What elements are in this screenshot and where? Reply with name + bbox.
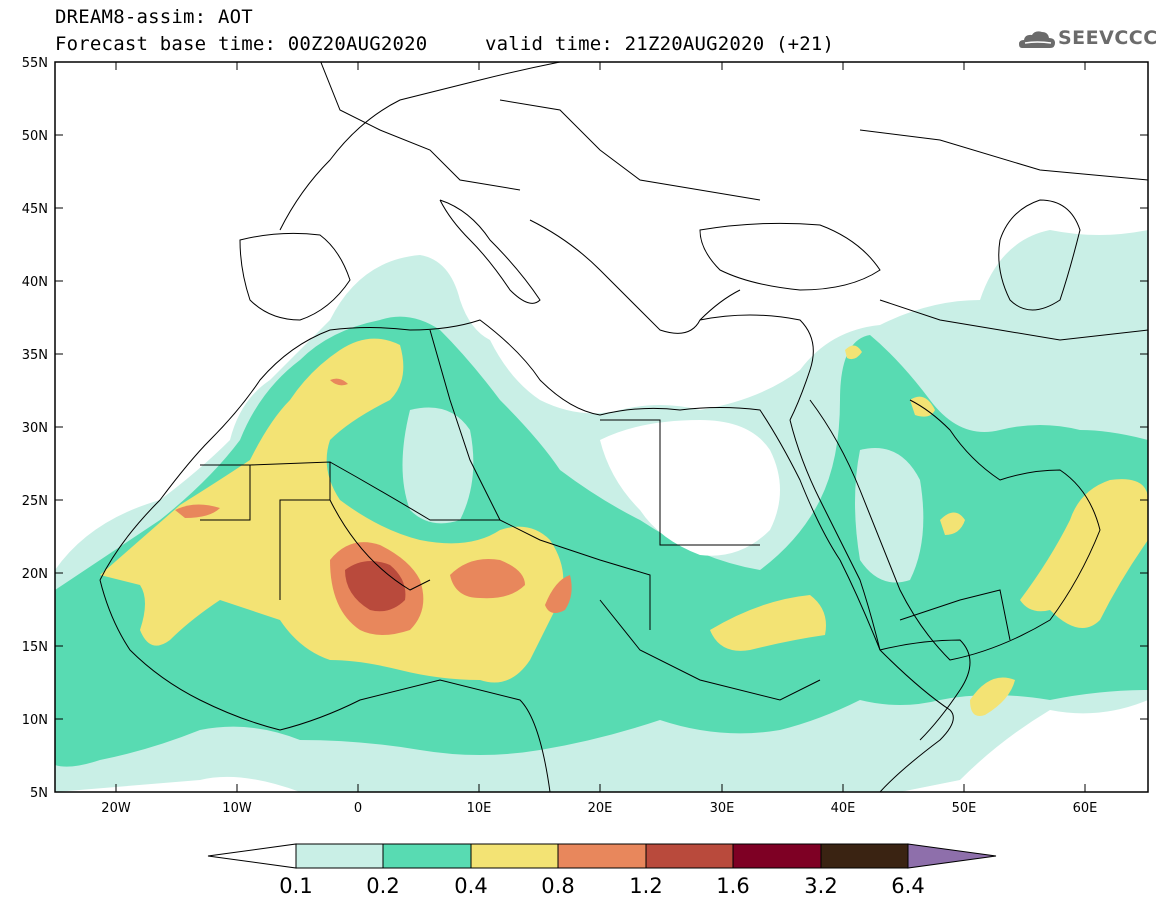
lon-tick-label: 40E — [831, 801, 856, 816]
coastline-europe — [279, 62, 561, 231]
lat-tick-label: 25N — [22, 494, 48, 509]
aot-band-moderate — [940, 512, 965, 535]
border — [329, 499, 431, 591]
border — [899, 589, 1011, 641]
coastline-black-sea — [699, 222, 881, 291]
border — [200, 464, 251, 521]
aot-band-high — [330, 378, 348, 386]
colorbar-swatch — [295, 843, 384, 869]
colorbar-label: 1.2 — [629, 874, 662, 898]
border — [600, 419, 760, 546]
lon-tick-label: 20E — [588, 801, 613, 816]
colorbar-label: 0.4 — [454, 874, 487, 898]
colorbar-arrow-high — [907, 843, 997, 869]
colorbar-swatch — [820, 843, 909, 869]
logo-text: SEEVCCC — [1058, 27, 1158, 49]
lon-tick-label: 10W — [222, 801, 252, 816]
aot-band-very-high — [345, 561, 406, 612]
colorbar-label: 6.4 — [891, 874, 924, 898]
aot-field — [55, 230, 1148, 792]
coastline-caspian — [998, 199, 1081, 311]
colorbar-swatch — [557, 843, 647, 869]
coastline-red-sea — [789, 419, 881, 651]
border — [879, 299, 1148, 341]
border — [599, 599, 821, 701]
colorbar-label: 0.1 — [279, 874, 312, 898]
coastline-turkey-levant — [699, 314, 814, 421]
base-time: Forecast base time: 00Z20AUG2020 — [55, 33, 428, 55]
lat-axis: 55N 50N 45N 40N 35N 30N 25N 20N 15N 10N … — [22, 56, 1148, 801]
lat-tick-label: 45N — [22, 202, 48, 217]
cloud-logo-icon — [1019, 31, 1055, 48]
lat-tick-label: 35N — [22, 348, 48, 363]
aot-band-moderate — [100, 338, 564, 683]
colorbar-label: 3.2 — [804, 874, 837, 898]
coastlines-borders — [99, 62, 1148, 792]
aot-band-high — [450, 559, 525, 599]
aot-band-moderate — [970, 677, 1015, 716]
lat-tick-label: 5N — [30, 786, 48, 801]
colorbar — [207, 843, 997, 869]
border — [499, 99, 761, 201]
colorbar-label: 0.2 — [366, 874, 399, 898]
colorbar-arrow-low — [207, 843, 297, 869]
aot-band-moderate — [710, 595, 826, 651]
lat-tick-label: 55N — [22, 56, 48, 71]
lat-tick-label: 50N — [22, 129, 48, 144]
lon-tick-label: 60E — [1073, 801, 1098, 816]
colorbar-swatch — [382, 843, 472, 869]
forecast-times: Forecast base time: 00Z20AUG2020 valid ti… — [55, 33, 834, 55]
aot-clear-area — [600, 420, 780, 556]
coastline-africa — [99, 319, 954, 792]
lat-tick-label: 40N — [22, 275, 48, 290]
aot-band-moderate — [1020, 479, 1148, 628]
border — [320, 62, 521, 191]
coastline-arabia — [809, 399, 1101, 661]
aot-clear-area — [402, 407, 474, 524]
coastline-iberia — [239, 232, 351, 321]
lat-tick-label: 10N — [22, 713, 48, 728]
map-title: DREAM8-assim: AOT — [55, 6, 253, 28]
lat-tick-label: 15N — [22, 640, 48, 655]
lon-axis: 20W 10W 0 10E 20E 30E 40E 50E 60E — [101, 62, 1097, 816]
border — [859, 129, 1148, 181]
colorbar-swatch — [470, 843, 559, 869]
valid-time: valid time: 21Z20AUG2020 (+21) — [485, 33, 835, 55]
colorbar-label: 0.8 — [541, 874, 574, 898]
border — [329, 461, 651, 630]
aot-clear-area — [855, 448, 924, 583]
aot-band-high — [175, 504, 220, 518]
lon-tick-label: 20W — [101, 801, 131, 816]
coastline-west-africa — [99, 579, 551, 792]
aot-band-high — [545, 575, 572, 614]
coastline-horn-of-africa — [879, 639, 971, 741]
colorbar-label: 1.6 — [716, 874, 749, 898]
lon-tick-label: 0 — [354, 801, 362, 816]
coastline-balkans-greece — [529, 219, 741, 334]
lon-tick-label: 50E — [952, 801, 977, 816]
colorbar-labels: 0.1 0.2 0.4 0.8 1.2 1.6 3.2 6.4 — [279, 874, 924, 898]
lon-tick-label: 30E — [710, 801, 735, 816]
aot-band-moderate — [845, 345, 862, 360]
lat-tick-label: 20N — [22, 567, 48, 582]
border — [429, 329, 501, 521]
colorbar-swatch — [645, 843, 734, 869]
lat-tick-label: 30N — [22, 421, 48, 436]
coastline-italy — [439, 199, 541, 304]
colorbar-swatch — [732, 843, 822, 869]
lon-tick-label: 10E — [467, 801, 492, 816]
